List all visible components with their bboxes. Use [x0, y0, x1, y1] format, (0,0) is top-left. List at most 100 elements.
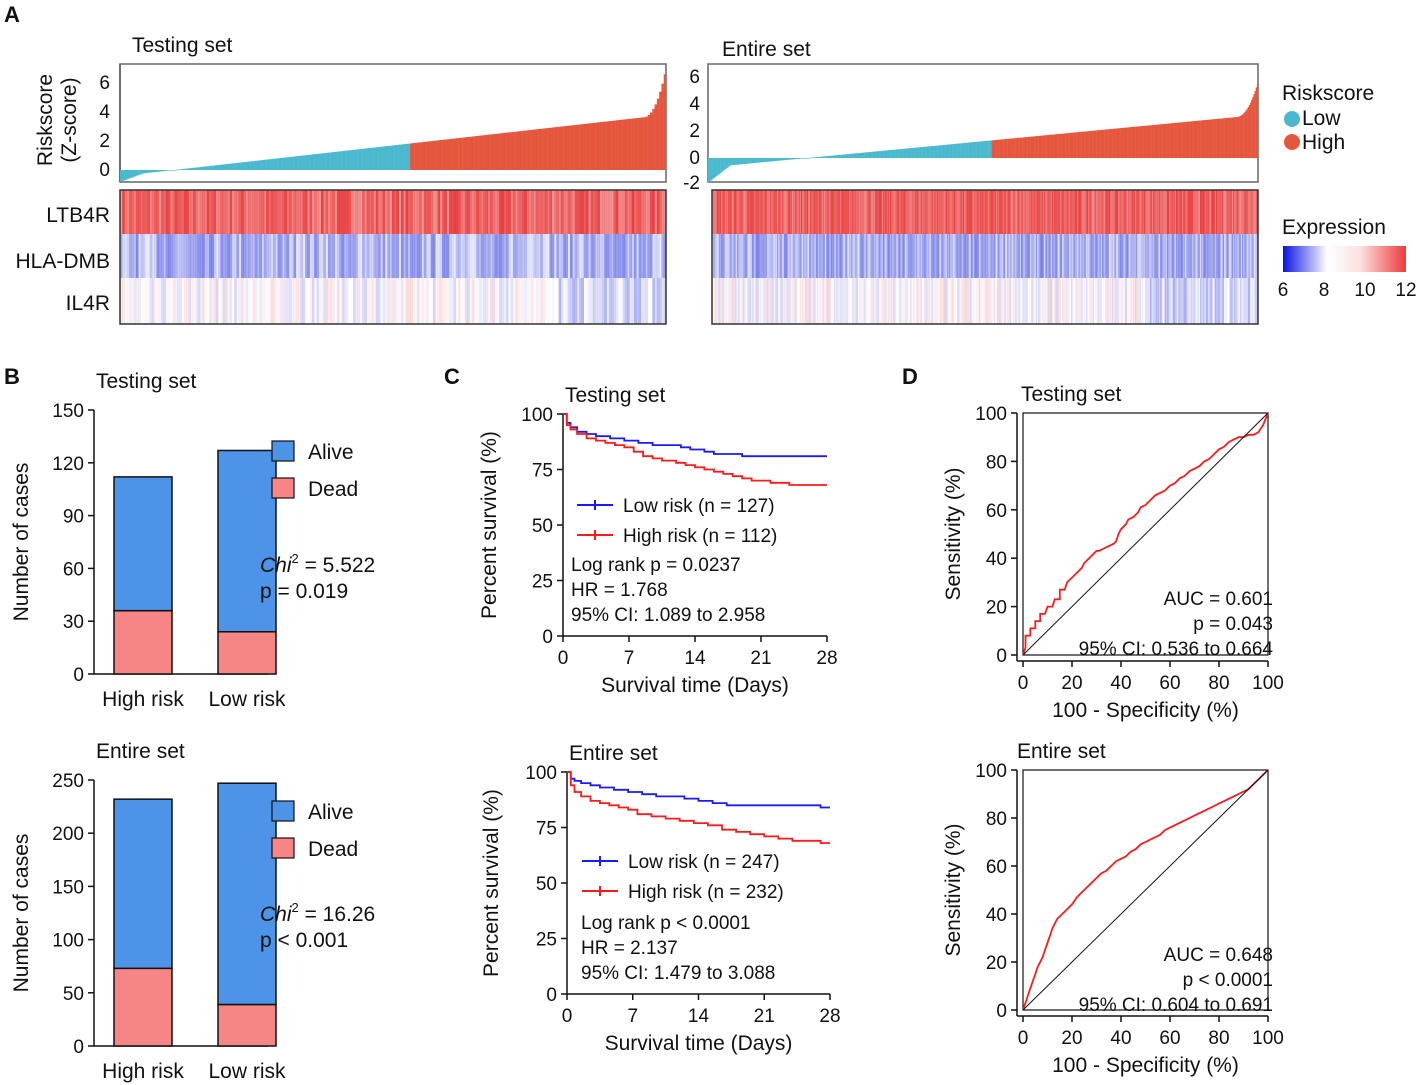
riskscore-bar — [314, 154, 317, 170]
heatmap-cell — [868, 190, 870, 234]
riskscore-bar — [1155, 124, 1158, 158]
heatmap-cell — [1077, 234, 1080, 278]
heatmap-cell — [1159, 190, 1162, 234]
heatmap-cell — [533, 190, 537, 234]
heatmap-cell — [749, 234, 752, 278]
heatmap-cell — [421, 190, 425, 234]
heatmap-cell — [1091, 278, 1093, 324]
heatmap-cell — [423, 190, 427, 234]
heatmap-cell — [565, 190, 569, 234]
riskscore-bar — [795, 158, 797, 160]
heatmap-cell — [813, 234, 815, 278]
riskscore-bar — [615, 120, 619, 170]
heatmap-cell — [1092, 190, 1095, 234]
riskscore-bar — [394, 145, 397, 170]
heatmap-cell — [1088, 234, 1090, 278]
heatmap-cell — [1055, 234, 1057, 278]
heatmap-cell — [975, 234, 977, 278]
riskscore-bar — [928, 146, 930, 158]
riskscore-bar — [842, 154, 844, 158]
heatmap-cell — [865, 234, 868, 278]
riskscore-bar — [908, 148, 911, 158]
heatmap-cell — [726, 234, 729, 278]
heatmap-cell — [1123, 234, 1125, 278]
heatmap-cell — [1015, 278, 1017, 324]
riskscore-bar — [725, 158, 727, 169]
riskscore-bar — [1039, 135, 1042, 158]
riskscore-bar — [1227, 117, 1229, 158]
heatmap-cell — [1101, 234, 1104, 278]
heatmap-cell — [828, 234, 830, 278]
heatmap-cell — [714, 190, 716, 234]
riskscore-bar — [724, 158, 726, 170]
heatmap-cell — [724, 234, 726, 278]
heatmap-cell — [419, 278, 422, 324]
heatmap-cell — [968, 278, 970, 324]
heatmap-cell — [927, 234, 929, 278]
heatmap-cell — [977, 234, 979, 278]
heatmap-cell — [816, 278, 819, 324]
heatmap-cell — [1141, 278, 1144, 324]
heatmap-cell — [768, 278, 771, 324]
riskscore-bar — [1047, 134, 1050, 158]
heatmap-cell — [1064, 234, 1066, 278]
heatmap-cell — [893, 234, 895, 278]
riskscore-bar — [823, 156, 826, 158]
heatmap-cell — [1012, 190, 1015, 234]
riskscore-bar — [819, 156, 821, 158]
heatmap-cell — [832, 234, 835, 278]
heatmap-cell — [815, 234, 818, 278]
riskscore-bar — [197, 167, 201, 170]
heatmap-cell — [1155, 190, 1157, 234]
heatmap-cell — [1079, 278, 1081, 324]
heatmap-cell — [604, 190, 607, 234]
heatmap-cell — [206, 234, 210, 278]
heatmap-cell — [770, 190, 772, 234]
heatmap-cell — [1155, 234, 1157, 278]
riskscore-bar — [934, 145, 936, 158]
heatmap-cell — [967, 234, 969, 278]
riskscore-bar — [405, 143, 409, 170]
bar-dead-0 — [113, 967, 173, 1047]
heatmap-cell — [926, 190, 928, 234]
riskscore-bar — [840, 154, 842, 158]
heatmap-cell — [220, 234, 224, 278]
heatmap-cell — [321, 234, 324, 278]
heatmap-cell — [480, 234, 484, 278]
heatmap-cell — [141, 278, 144, 324]
heatmap-cell — [1208, 234, 1211, 278]
heatmap-cell — [962, 234, 965, 278]
heatmap-cell — [957, 234, 959, 278]
riskscore-bar — [1197, 120, 1199, 158]
heatmap-cell — [1098, 278, 1100, 324]
heatmap-cell — [462, 234, 466, 278]
heatmap-cell — [971, 234, 974, 278]
riskscore-bar — [815, 157, 818, 158]
heatmap-cell — [462, 278, 466, 324]
riskscore-bar — [780, 158, 782, 161]
heatmap-cell — [659, 234, 662, 278]
heatmap-cell — [885, 190, 887, 234]
riskscore-bar — [515, 131, 518, 170]
heatmap-cell — [740, 234, 742, 278]
heatmap-cell — [783, 278, 786, 324]
heatmap-cell — [229, 190, 233, 234]
heatmap-cell — [757, 278, 759, 324]
riskscore-bar — [325, 152, 329, 170]
line-ytick: 20 — [986, 598, 1007, 619]
heatmap-cell — [1252, 278, 1254, 324]
heatmap-cell — [1239, 234, 1242, 278]
heatmap-cell — [782, 190, 785, 234]
heatmap-cell — [542, 234, 546, 278]
heatmap-cell — [1091, 234, 1093, 278]
heatmap-cell — [147, 234, 150, 278]
heatmap-cell — [772, 278, 774, 324]
heatmap-cell — [558, 234, 562, 278]
riskscore-bar — [1223, 118, 1225, 158]
heatmap-cell — [1035, 234, 1038, 278]
heatmap-cell — [913, 278, 916, 324]
riskscore-bar — [965, 142, 967, 158]
heatmap-cell — [1002, 190, 1005, 234]
riskscore-bar — [999, 139, 1001, 158]
riskscore-bar — [1220, 118, 1222, 158]
